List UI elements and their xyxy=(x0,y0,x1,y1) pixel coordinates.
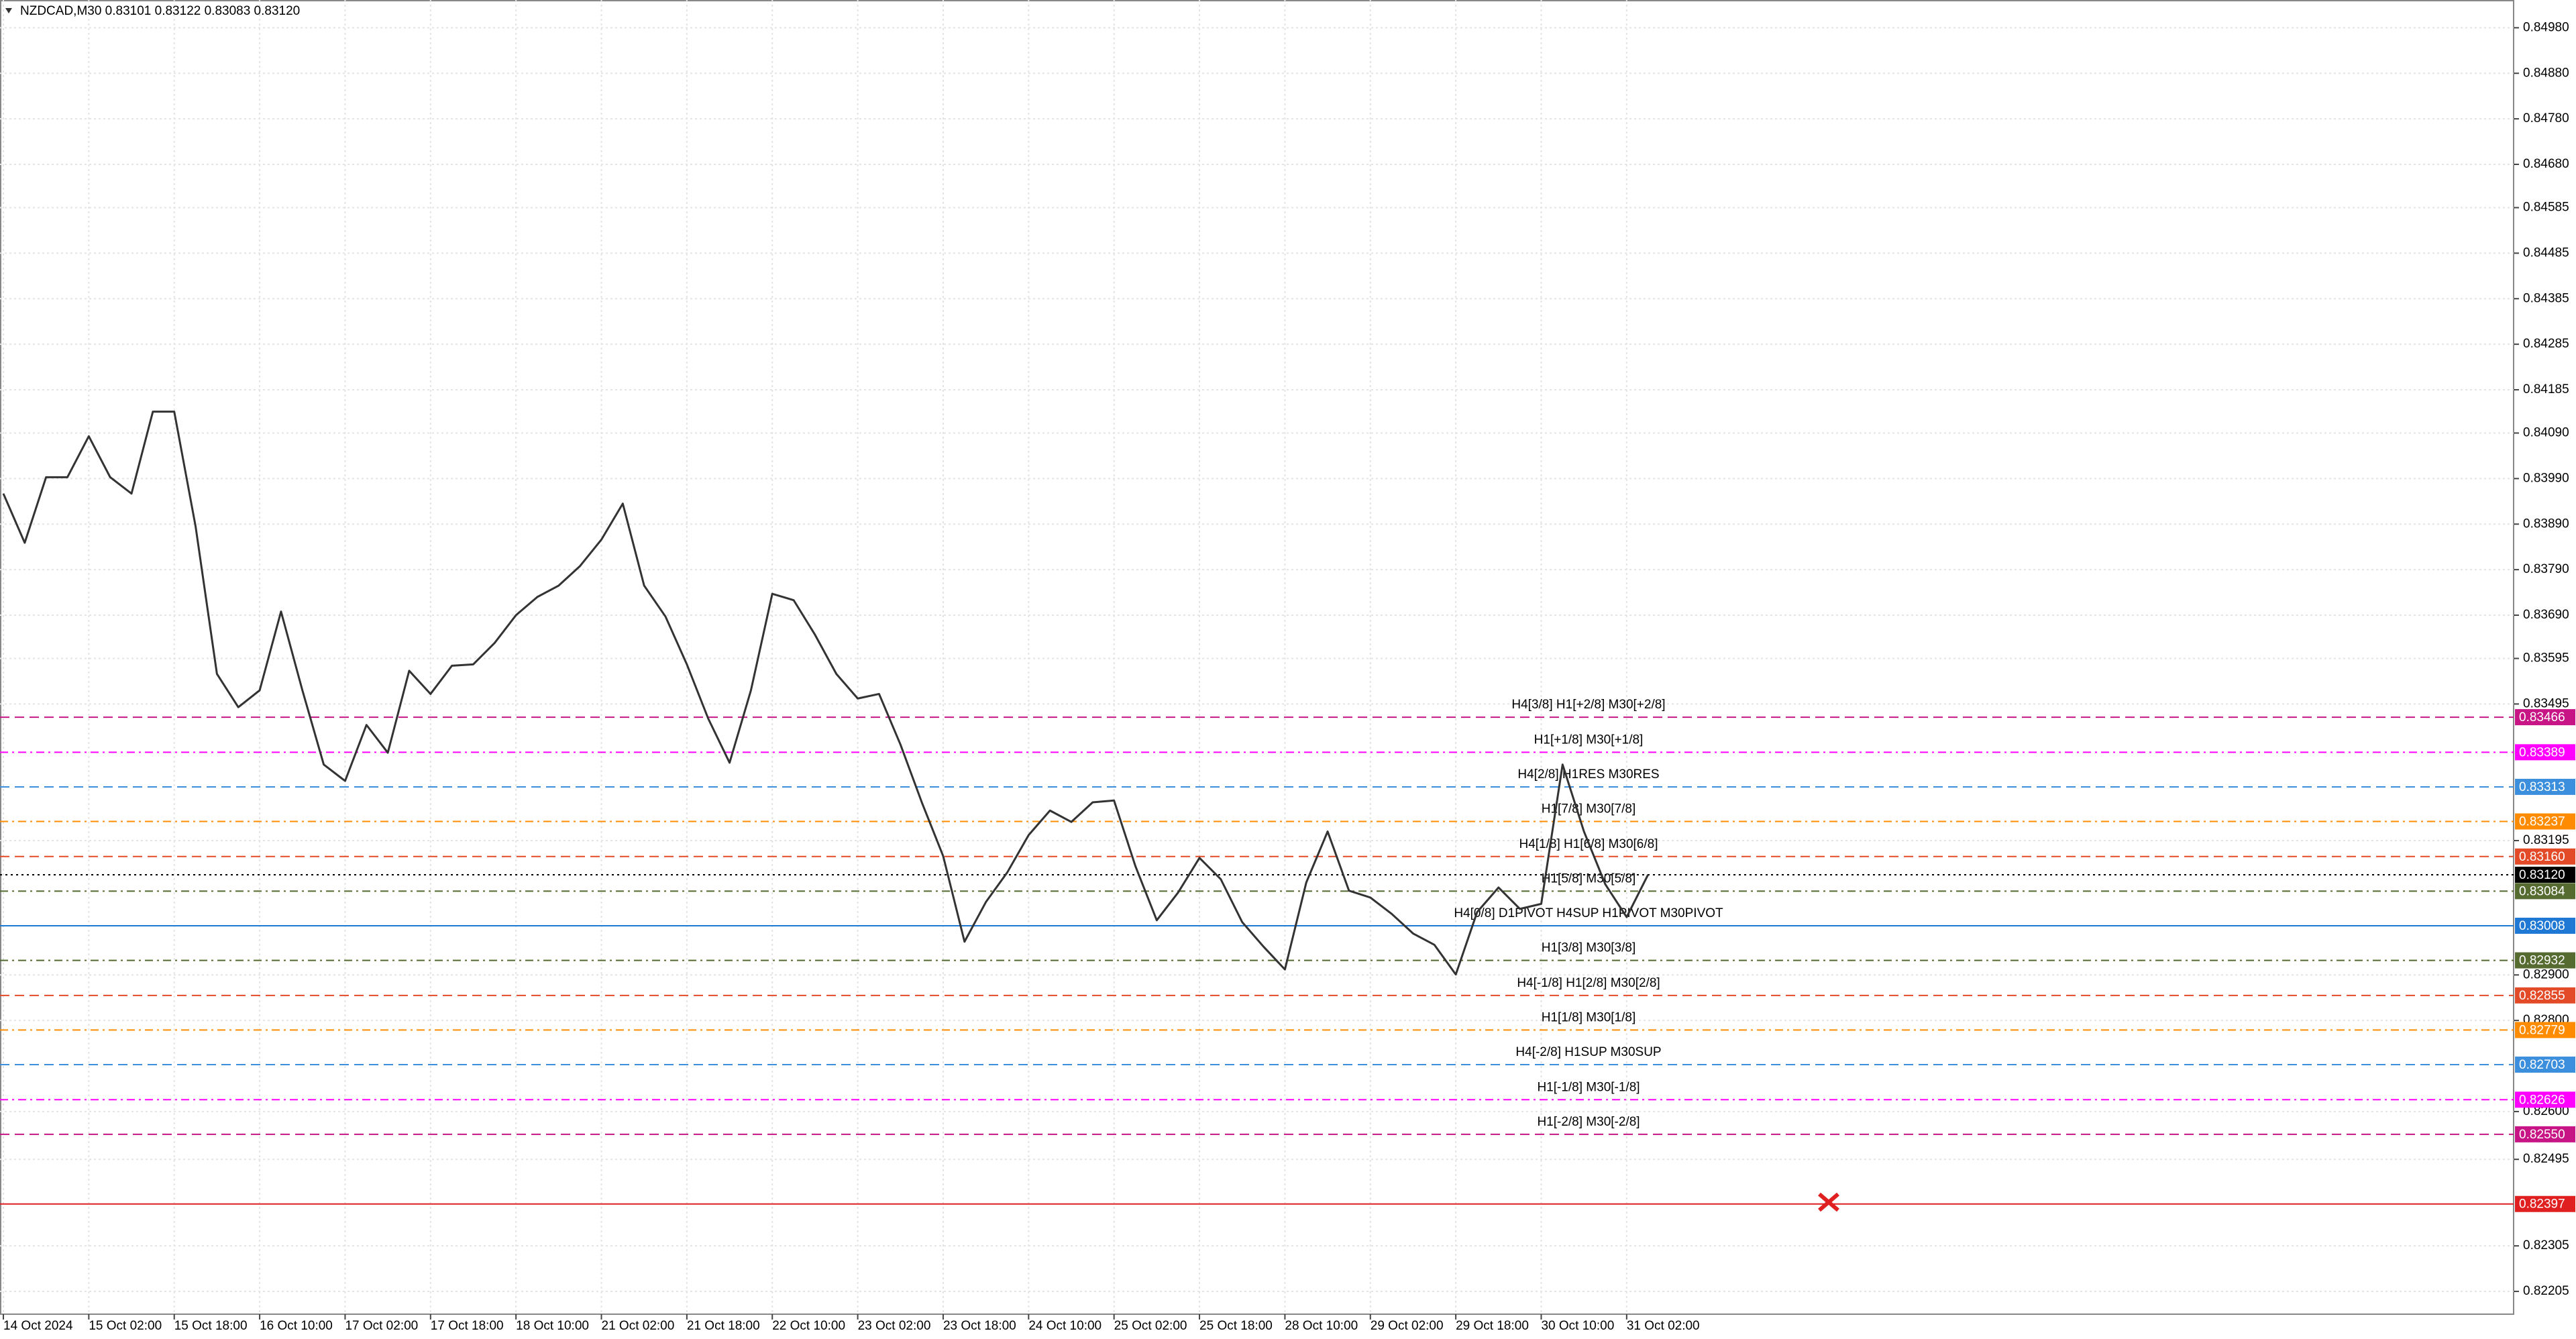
price-box xyxy=(2515,813,2575,830)
x-tick-label: 16 Oct 10:00 xyxy=(260,1319,333,1333)
y-tick-label: 0.84485 xyxy=(2523,246,2569,260)
level-text: H4[2/8] H1RES M30RES xyxy=(1517,767,1659,782)
y-tick-label: 0.83990 xyxy=(2523,471,2569,485)
level-text: H4[3/8] H1[+2/8] M30[+2/8] xyxy=(1511,698,1665,712)
x-tick-label: 22 Oct 10:00 xyxy=(772,1319,845,1333)
x-tick-label: 14 Oct 2024 xyxy=(3,1319,73,1333)
level-text: H1[1/8] M30[1/8] xyxy=(1542,1010,1635,1024)
level-text: H4[-1/8] H1[2/8] M30[2/8] xyxy=(1517,976,1660,990)
y-tick-label: 0.83790 xyxy=(2523,562,2569,576)
y-tick-label: 0.83890 xyxy=(2523,517,2569,531)
price-box-label: 0.82779 xyxy=(2519,1023,2565,1037)
price-box-label: 0.83313 xyxy=(2519,780,2565,794)
y-tick-label: 0.84090 xyxy=(2523,426,2569,440)
y-tick-label: 0.84680 xyxy=(2523,157,2569,171)
y-tick-label: 0.83495 xyxy=(2523,696,2569,710)
level-text: H1[+1/8] M30[+1/8] xyxy=(1534,733,1644,747)
level-text: H1[7/8] M30[7/8] xyxy=(1542,802,1635,816)
x-tick-label: 21 Oct 02:00 xyxy=(602,1319,675,1333)
price-box-label: 0.83084 xyxy=(2519,884,2565,898)
price-box xyxy=(2515,987,2575,1004)
x-tick-label: 25 Oct 18:00 xyxy=(1199,1319,1273,1333)
price-box xyxy=(2515,1195,2575,1212)
price-box-label: 0.83389 xyxy=(2519,745,2565,759)
y-tick-label: 0.84285 xyxy=(2523,337,2569,351)
x-tick-label: 18 Oct 10:00 xyxy=(516,1319,589,1333)
grid xyxy=(0,0,2514,1314)
price-box xyxy=(2515,778,2575,795)
x-tick-label: 29 Oct 18:00 xyxy=(1456,1319,1529,1333)
price-box xyxy=(2515,709,2575,726)
x-tick-label: 29 Oct 02:00 xyxy=(1371,1319,1444,1333)
levels: H4[3/8] H1[+2/8] M30[+2/8] H1[+1/8] M30[+… xyxy=(0,698,2514,1205)
price-box-label: 0.83466 xyxy=(2519,710,2565,725)
price-box xyxy=(2515,1126,2575,1142)
level-text: H4[0/8] D1PIVOT H4SUP H1PIVOT M30PIVOT xyxy=(1454,906,1723,920)
price-box-label: 0.82626 xyxy=(2519,1093,2565,1107)
level-text: H4[-2/8] H1SUP M30SUP xyxy=(1515,1045,1661,1059)
y-tick-label: 0.84880 xyxy=(2523,66,2569,80)
price-box xyxy=(2515,1057,2575,1073)
x-tick-label: 30 Oct 10:00 xyxy=(1541,1319,1614,1333)
y-tick-label: 0.83690 xyxy=(2523,608,2569,622)
price-box xyxy=(2515,866,2575,883)
price-box-label: 0.83160 xyxy=(2519,850,2565,864)
price-box-label: 0.82932 xyxy=(2519,954,2565,968)
x-tick-label: 17 Oct 02:00 xyxy=(345,1319,418,1333)
x-tick-label: 21 Oct 18:00 xyxy=(687,1319,760,1333)
y-tick-label: 0.82495 xyxy=(2523,1152,2569,1166)
price-box-label: 0.83237 xyxy=(2519,815,2565,829)
y-tick-label: 0.83195 xyxy=(2523,833,2569,847)
x-tick-label: 15 Oct 02:00 xyxy=(89,1319,162,1333)
price-box xyxy=(2515,883,2575,900)
y-tick-label: 0.82900 xyxy=(2523,967,2569,981)
y-tick-label: 0.84980 xyxy=(2523,20,2569,34)
price-box xyxy=(2515,952,2575,969)
level-text: H1[3/8] M30[3/8] xyxy=(1542,941,1635,955)
x-tick-label: 31 Oct 02:00 xyxy=(1627,1319,1700,1333)
level-text: H1[-1/8] M30[-1/8] xyxy=(1537,1080,1640,1094)
price-box xyxy=(2515,744,2575,761)
y-tick-label: 0.82305 xyxy=(2523,1238,2569,1252)
menu-triangle[interactable] xyxy=(5,8,12,13)
price-box-label: 0.82855 xyxy=(2519,989,2565,1003)
x-tick-label: 24 Oct 10:00 xyxy=(1028,1319,1102,1333)
chart-title: NZDCAD,M30 0.83101 0.83122 0.83083 0.831… xyxy=(20,4,300,18)
price-box-label: 0.82703 xyxy=(2519,1058,2565,1072)
price-box xyxy=(2515,848,2575,865)
x-tick-label: 15 Oct 18:00 xyxy=(174,1319,248,1333)
price-line xyxy=(2,411,1650,976)
x-tick-label: 23 Oct 18:00 xyxy=(943,1319,1016,1333)
series xyxy=(2,411,1650,976)
axes: 0.84980 0.84880 0.84780 0.84680 0.84585 0.844… xyxy=(3,20,2575,1333)
price-box xyxy=(2515,1022,2575,1038)
plot-frame xyxy=(0,0,2514,1315)
y-tick-label: 0.82205 xyxy=(2523,1284,2569,1298)
y-tick-label: 0.84585 xyxy=(2523,201,2569,215)
x-tick-label: 28 Oct 10:00 xyxy=(1285,1319,1358,1333)
close-marker[interactable] xyxy=(1818,1192,1839,1212)
price-box-label: 0.83120 xyxy=(2519,868,2565,882)
x-tick-label: 23 Oct 02:00 xyxy=(858,1319,931,1333)
y-tick-label: 0.84185 xyxy=(2523,382,2569,396)
level-text: H1[-2/8] M30[-2/8] xyxy=(1537,1115,1640,1129)
y-tick-label: 0.84780 xyxy=(2523,111,2569,125)
y-tick-label: 0.83595 xyxy=(2523,651,2569,665)
price-box xyxy=(2515,1091,2575,1108)
price-box-label: 0.83008 xyxy=(2519,919,2565,933)
x-tick-label: 25 Oct 02:00 xyxy=(1114,1319,1187,1333)
y-tick-label: 0.84385 xyxy=(2523,291,2569,305)
price-box xyxy=(2515,917,2575,934)
x-tick-label: 17 Oct 18:00 xyxy=(431,1319,504,1333)
level-text: H1[5/8] M30[5/8] xyxy=(1542,871,1635,886)
price-box-label: 0.82397 xyxy=(2519,1197,2565,1212)
price-box-label: 0.82550 xyxy=(2519,1128,2565,1142)
